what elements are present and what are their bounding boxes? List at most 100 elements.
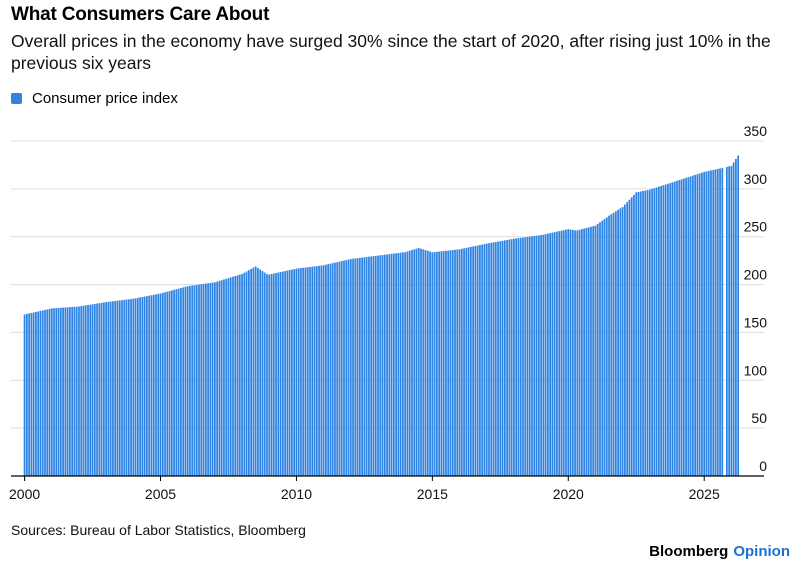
bar [100,302,103,476]
bar [91,304,94,476]
x-tick-label: 2010 [281,486,312,502]
bar [438,251,441,476]
bar [71,306,74,476]
bar [28,313,31,476]
legend: Consumer price index [11,90,178,107]
bar [399,252,402,476]
bar [127,299,130,476]
bar [329,263,332,476]
bar [714,169,717,477]
bar [279,272,282,476]
bar [93,303,96,476]
bar [506,239,508,476]
bar [62,307,64,476]
bar [440,251,443,476]
bar [585,227,588,476]
y-tick-label: 100 [744,362,768,378]
bar [198,284,200,476]
bar [574,230,576,476]
bar [225,278,228,476]
bar [293,269,296,476]
bar [596,223,599,476]
bar [295,268,298,476]
bar [213,282,216,476]
bar [170,290,173,476]
bar [653,188,656,476]
bar [737,155,740,476]
bar [426,250,429,476]
bar [624,204,626,476]
bar [180,288,182,476]
bar [291,269,293,476]
bar [619,208,622,476]
bar [139,297,142,476]
bar [580,229,583,476]
bar [87,305,89,476]
bar [497,241,499,476]
bar [576,230,579,476]
bar [98,303,101,476]
bar [630,197,633,476]
bar [216,281,219,476]
bar [218,280,221,476]
bar [519,237,522,476]
bar [334,262,336,476]
bar [320,265,323,476]
bar [644,190,647,476]
bar [721,167,724,476]
bar [286,270,289,476]
bar [447,250,450,476]
bar [676,180,678,476]
bar [556,231,558,476]
bar [402,252,404,476]
bar [488,243,490,476]
bar [639,191,642,476]
bar [390,253,393,476]
bar [605,217,608,476]
bar [349,259,352,476]
bar [485,243,488,476]
bar [667,183,669,476]
bar [551,232,554,476]
bar [671,182,674,476]
bar [143,296,146,476]
x-tick-label: 2005 [145,486,176,502]
bar [23,314,26,476]
bar [712,169,715,477]
bar [377,255,379,476]
bar [306,267,309,476]
bar [463,248,465,476]
bar [281,271,284,476]
source-note: Sources: Bureau of Labor Statistics, Blo… [11,522,306,538]
bar [565,229,567,476]
bar [617,209,619,477]
bar [590,226,592,476]
bar [202,283,205,476]
bar [336,262,339,476]
bar [540,235,542,476]
legend-label: Consumer price index [32,90,178,107]
bar [522,237,524,476]
bar [134,298,137,476]
bar [685,177,687,476]
bar [365,257,368,476]
bar [474,245,477,476]
bar [424,250,427,476]
bar [121,300,123,476]
bar [324,264,327,476]
bar [157,293,160,476]
bar [528,236,531,476]
bar [408,250,411,476]
bar [243,272,246,476]
bar [130,299,132,476]
bar [125,299,128,476]
bar [164,292,166,476]
bar [252,267,255,476]
bar [701,172,703,476]
bar [583,228,586,476]
bar [232,276,234,476]
bar [53,308,55,476]
bar [515,238,518,476]
bar [429,251,431,476]
bar [75,306,78,476]
